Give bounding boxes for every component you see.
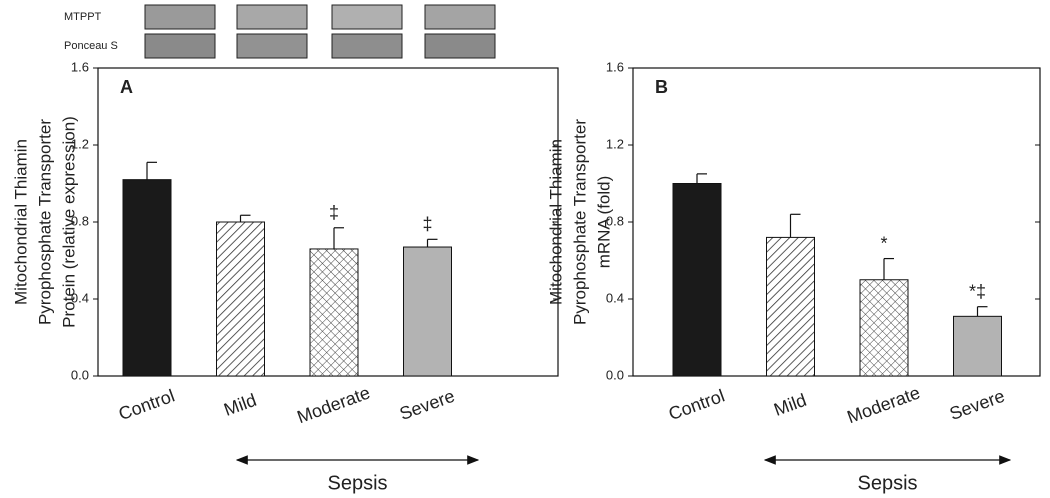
y-axis-label: Pyrophosphate Transporter <box>35 119 54 325</box>
bar <box>672 183 722 377</box>
panel-label: A <box>120 77 133 97</box>
y-axis-label: mRNA (fold) <box>594 176 613 269</box>
y-tick-label: 0.0 <box>606 367 624 382</box>
x-tick-label: Mild <box>221 390 259 420</box>
x-tick-label: Severe <box>947 386 1007 424</box>
annotation: ‡ <box>422 214 432 234</box>
bar <box>859 279 909 377</box>
y-tick-label: 0.8 <box>606 213 624 228</box>
y-tick-label: 0.4 <box>71 290 89 305</box>
y-tick-label: 0.8 <box>71 213 89 228</box>
blot-label: Ponceau S <box>64 40 118 52</box>
group-label: Sepsis <box>327 472 387 494</box>
blot-band <box>424 4 496 30</box>
y-axis-label: Mitochondrial Thiamin <box>546 139 565 305</box>
blot-band <box>144 4 216 30</box>
bar <box>122 179 172 377</box>
y-tick-label: 1.2 <box>606 136 624 151</box>
blot-band <box>236 4 308 30</box>
x-tick-label: Control <box>666 386 727 425</box>
y-tick-label: 0.4 <box>606 290 624 305</box>
bar <box>216 221 265 377</box>
y-tick-label: 1.6 <box>606 59 624 74</box>
annotation: * <box>880 233 887 253</box>
bar <box>953 315 1002 377</box>
blots: MTPPT Ponceau S <box>64 4 496 59</box>
y-tick-label: 1.2 <box>71 136 89 151</box>
blot-band <box>236 33 308 59</box>
bar <box>766 236 815 377</box>
x-tick-label: Moderate <box>294 382 372 427</box>
x-tick-label: Severe <box>397 386 457 424</box>
y-axis-label: Protein (relative expression) <box>59 116 78 328</box>
blot-band <box>331 4 403 30</box>
y-axis-label: Mitochondrial Thiamin <box>11 139 30 305</box>
x-tick-label: Mild <box>771 390 809 420</box>
blot-band <box>144 33 216 59</box>
annotation: *‡ <box>969 281 986 301</box>
annotation: ‡ <box>329 203 339 223</box>
x-tick-label: Control <box>116 386 177 425</box>
group-label: Sepsis <box>857 472 917 494</box>
bar <box>309 248 359 377</box>
y-tick-label: 1.6 <box>71 59 89 74</box>
y-axis-label: Pyrophosphate Transporter <box>570 119 589 325</box>
blot-band <box>424 33 496 59</box>
x-tick-label: Moderate <box>844 382 922 427</box>
panel: 0.0 0.4 0.8 1.2 1.6 Mitochondrial Thiamin Pyro… <box>11 59 559 494</box>
blot-label: MTPPT <box>64 11 102 23</box>
bar <box>403 246 452 377</box>
panel-label: B <box>655 77 668 97</box>
y-tick-label: 0.0 <box>71 367 89 382</box>
panel: 0.0 0.4 0.8 1.2 1.6 Mitochondrial Thiamin Pyro… <box>546 59 1041 494</box>
blot-band <box>331 33 403 59</box>
